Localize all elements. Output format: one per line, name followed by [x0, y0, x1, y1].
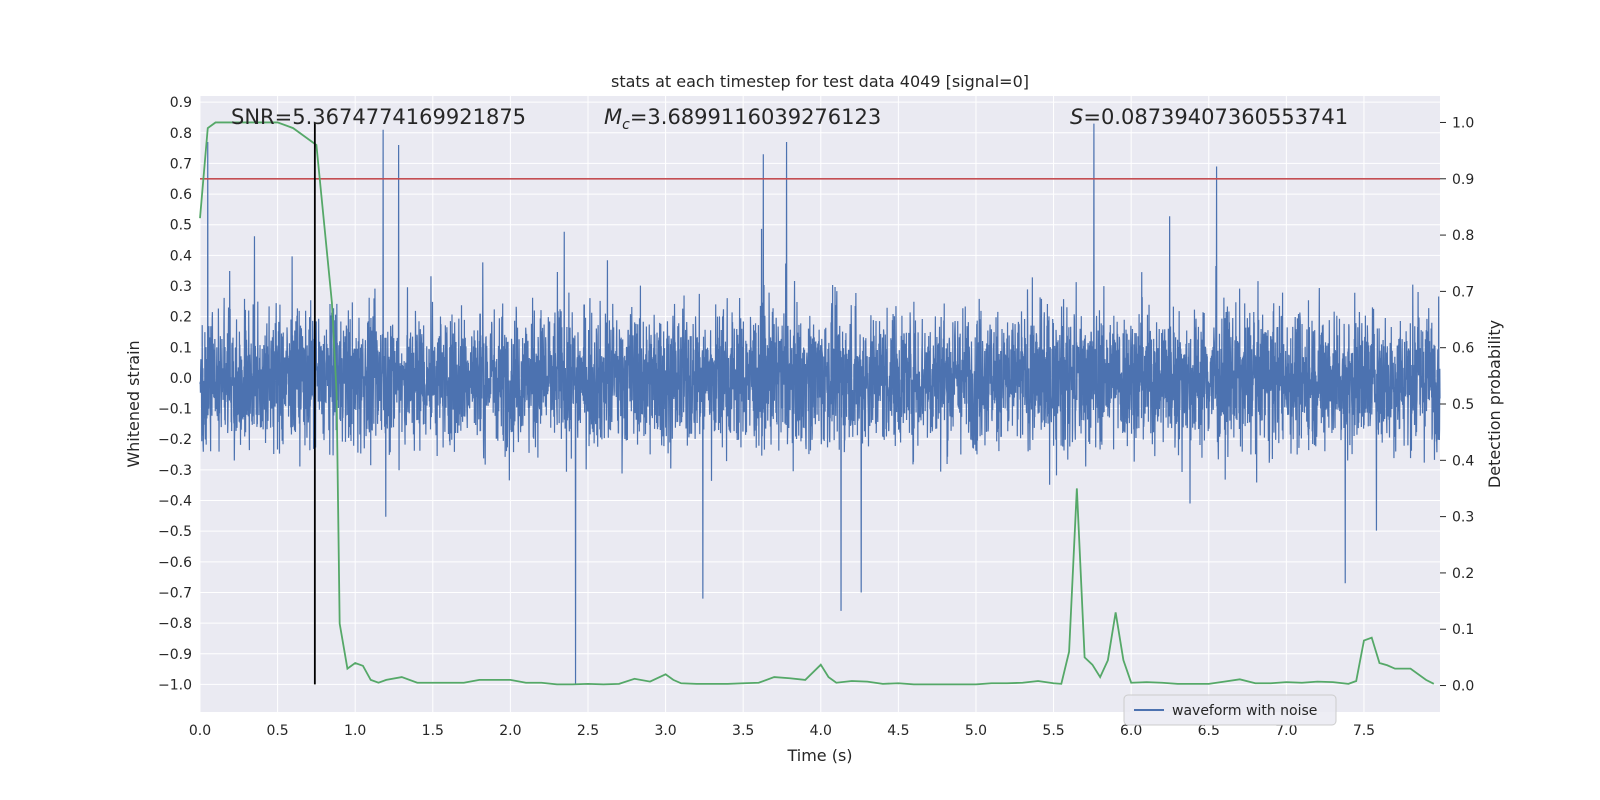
y2-tick-label: 0.5	[1452, 397, 1474, 413]
x-tick-label: 2.5	[577, 723, 599, 739]
s-value: =0.08739407360553741	[1083, 105, 1348, 129]
x-tick-label: 6.5	[1198, 723, 1220, 739]
snr-annotation: SNR=5.3674774169921875	[231, 105, 526, 129]
x-tick-label: 0.5	[266, 723, 288, 739]
strain-line	[199, 123, 1441, 685]
y-tick-label: 0.0	[170, 371, 192, 387]
y2-tick-label: 0.3	[1452, 510, 1474, 526]
x-tick-label: 3.0	[654, 723, 676, 739]
y2-tick-label: 0.7	[1452, 284, 1474, 300]
x-tick-label: 5.0	[965, 723, 987, 739]
probability-line	[199, 121, 1435, 686]
x-tick-label: 3.5	[732, 723, 754, 739]
y-tick-label: −0.1	[158, 402, 192, 418]
ticks: 0.0 0.5 1.0 1.5 2.0 2.5 3.0 3.5 4.0 4.5 5.0 5.5 6.0 6…	[158, 95, 1474, 739]
x-axis-label: Time (s)	[786, 746, 852, 765]
y-tick-label: −0.6	[158, 555, 192, 571]
y-tick-label: 0.5	[170, 218, 192, 234]
y-tick-label: −1.0	[158, 677, 192, 693]
y-tick-label: 0.7	[170, 156, 192, 172]
y-tick-label: 0.6	[170, 187, 192, 203]
y-axis-label: Whitened strain	[124, 340, 143, 467]
y2-tick-label: 0.4	[1452, 453, 1474, 469]
y-tick-label: −0.2	[158, 432, 192, 448]
y-tick-label: −0.7	[158, 585, 192, 601]
x-tick-label: 0.0	[189, 723, 211, 739]
mc-annotation: Mc=3.6899116039276123	[604, 105, 881, 133]
s-symbol: S	[1070, 105, 1083, 129]
y-tick-label: −0.8	[158, 616, 192, 632]
y2-tick-label: 1.0	[1452, 115, 1474, 131]
y-tick-label: −0.5	[158, 524, 192, 540]
y-tick-label: 0.8	[170, 126, 192, 142]
x-tick-label: 2.0	[499, 723, 521, 739]
legend: waveform with noise	[1123, 694, 1337, 726]
s-annotation: S=0.08739407360553741	[1070, 105, 1348, 129]
y2-tick-label: 0.9	[1452, 172, 1474, 188]
y-tick-label: 0.9	[170, 95, 192, 111]
mc-subscript: c	[622, 117, 630, 133]
x-tick-label: 4.5	[887, 723, 909, 739]
x-tick-label: 7.5	[1353, 723, 1375, 739]
overlay	[199, 121, 1440, 686]
x-tick-label: 4.0	[810, 723, 832, 739]
y-tick-label: 0.1	[170, 340, 192, 356]
x-tick-label: 1.5	[422, 723, 444, 739]
strain-series	[199, 123, 1441, 685]
y-tick-label: −0.4	[158, 494, 192, 510]
y-tick-label: −0.3	[158, 463, 192, 479]
x-tick-label: 6.0	[1120, 723, 1142, 739]
y-tick-label: 0.2	[170, 310, 192, 326]
chart-title: stats at each timestep for test data 404…	[611, 72, 1029, 91]
x-tick-label: 1.0	[344, 723, 366, 739]
y-tick-label: −0.9	[158, 647, 192, 663]
x-tick-label: 7.0	[1275, 723, 1297, 739]
y2-tick-label: 0.2	[1452, 566, 1474, 582]
y-tick-label: 0.4	[170, 248, 192, 264]
legend-box	[1123, 694, 1337, 726]
legend-label: waveform with noise	[1172, 703, 1317, 719]
mc-symbol: M	[604, 105, 622, 129]
y2-tick-label: 0.8	[1452, 228, 1474, 244]
y-tick-label: 0.3	[170, 279, 192, 295]
y2-tick-label: 0.1	[1452, 622, 1474, 638]
y2-tick-label: 0.6	[1452, 341, 1474, 357]
y2-axis-label: Detection probability	[1485, 320, 1504, 488]
mc-value: =3.6899116039276123	[630, 105, 881, 129]
y2-tick-label: 0.0	[1452, 679, 1474, 695]
x-tick-label: 5.5	[1042, 723, 1064, 739]
